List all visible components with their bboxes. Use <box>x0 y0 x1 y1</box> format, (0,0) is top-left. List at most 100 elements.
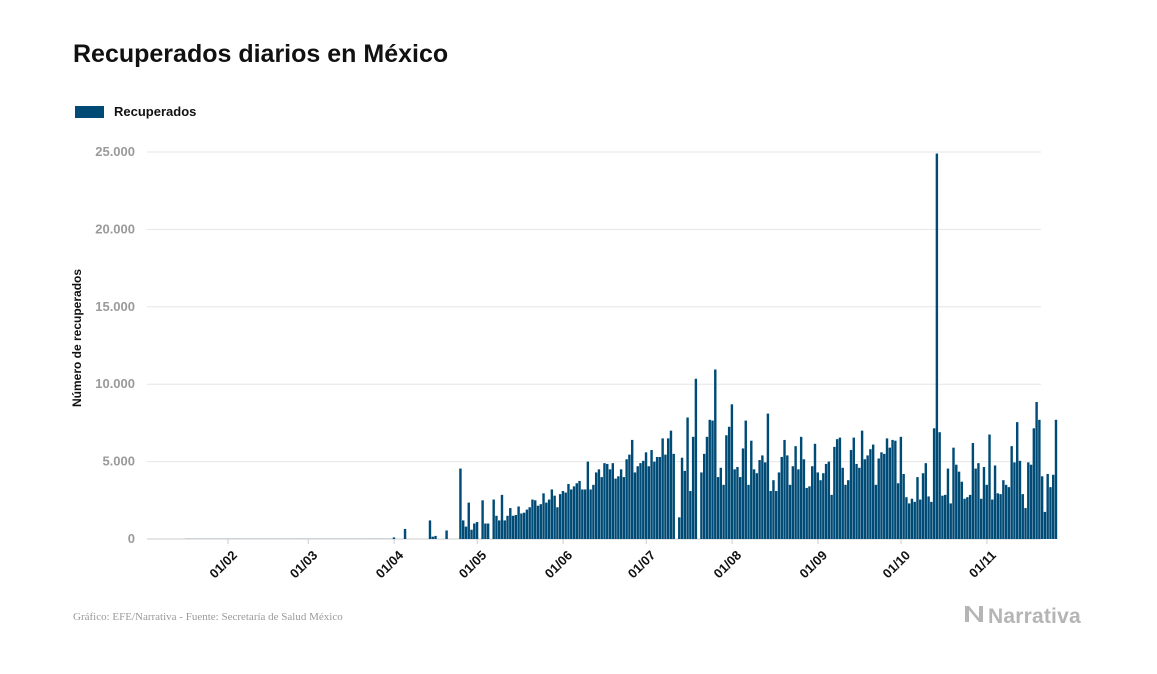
chart-title: Recuperados diarios en México <box>73 40 449 68</box>
bar <box>777 472 781 539</box>
bar <box>534 500 537 539</box>
bar <box>835 439 839 539</box>
bar <box>957 471 961 539</box>
bar <box>622 477 626 539</box>
bar <box>686 417 689 539</box>
bar <box>775 491 778 539</box>
x-tick-label: 01/07 <box>625 548 659 582</box>
bar <box>736 467 739 539</box>
y-axis-ticks: 0 5.000 10.000 15.000 20.000 25.000 <box>95 144 135 546</box>
bar <box>517 506 520 539</box>
bar <box>1021 494 1024 539</box>
bar <box>996 493 1000 539</box>
bar <box>960 481 964 539</box>
source-note: Gráfico: EFE/Narrativa - Fuente: Secreta… <box>73 611 343 623</box>
bar <box>586 461 590 539</box>
bar <box>747 484 750 539</box>
bar <box>661 438 664 539</box>
bar <box>589 489 592 539</box>
bar <box>744 420 747 539</box>
bar <box>664 454 667 539</box>
bar <box>913 501 916 539</box>
bar <box>755 473 759 539</box>
x-tick-label: 01/10 <box>880 548 914 582</box>
bar <box>506 515 509 539</box>
bar <box>708 419 711 539</box>
bar <box>561 491 565 539</box>
y-tick-label: 10.000 <box>95 376 135 391</box>
bar <box>763 462 767 539</box>
bar <box>473 523 476 539</box>
bar <box>844 484 847 539</box>
bar <box>636 466 639 539</box>
bar <box>470 529 473 539</box>
legend-swatch <box>75 105 104 118</box>
bar <box>858 467 861 539</box>
bar <box>955 464 958 539</box>
bar <box>547 499 551 539</box>
bar <box>528 507 531 539</box>
bar <box>392 537 396 539</box>
bar <box>655 456 659 539</box>
bar <box>824 463 828 539</box>
bar <box>462 520 465 539</box>
bar <box>694 378 698 539</box>
bar <box>946 468 950 539</box>
bar <box>1049 487 1052 539</box>
bar <box>556 507 559 539</box>
bar <box>650 449 653 539</box>
bar <box>727 426 731 539</box>
bar <box>766 413 770 539</box>
bar <box>769 491 772 539</box>
bar <box>464 526 468 539</box>
bar <box>644 452 648 539</box>
bar <box>1046 473 1049 539</box>
bar <box>982 467 986 539</box>
bar <box>813 443 817 539</box>
bar <box>943 494 947 539</box>
bar <box>896 483 900 539</box>
bar <box>583 489 587 539</box>
bar <box>880 452 883 539</box>
bar <box>642 460 645 539</box>
bar <box>927 496 930 539</box>
bar <box>852 437 855 539</box>
bar <box>866 455 869 539</box>
bar <box>558 494 562 539</box>
bar <box>445 530 448 539</box>
bar <box>689 491 692 539</box>
bar <box>894 440 897 539</box>
bar <box>797 469 800 539</box>
bar <box>816 472 819 539</box>
bar <box>653 461 656 539</box>
bar <box>594 472 598 539</box>
bar <box>758 460 761 539</box>
bar <box>1040 476 1044 539</box>
bar <box>550 489 554 539</box>
gridlines <box>147 151 1041 540</box>
bar <box>891 439 894 539</box>
bar <box>733 469 736 539</box>
bar <box>871 444 875 539</box>
bar <box>666 438 670 539</box>
bar <box>716 477 720 539</box>
bar <box>597 469 601 539</box>
bar <box>1054 419 1058 539</box>
bar <box>431 536 434 539</box>
x-tick-label: 01/08 <box>711 548 745 582</box>
bar <box>553 495 556 539</box>
bar <box>761 455 764 539</box>
bar <box>722 484 725 539</box>
bar <box>799 436 803 539</box>
bar <box>874 484 878 539</box>
bar <box>1032 428 1036 539</box>
bar <box>977 463 980 539</box>
bar <box>971 443 975 539</box>
bar <box>509 508 512 539</box>
bar <box>614 478 617 539</box>
bar <box>932 428 936 539</box>
brand: Narrativa <box>963 604 1081 629</box>
bar <box>719 467 723 539</box>
bar <box>1043 511 1047 539</box>
bar <box>572 486 576 539</box>
